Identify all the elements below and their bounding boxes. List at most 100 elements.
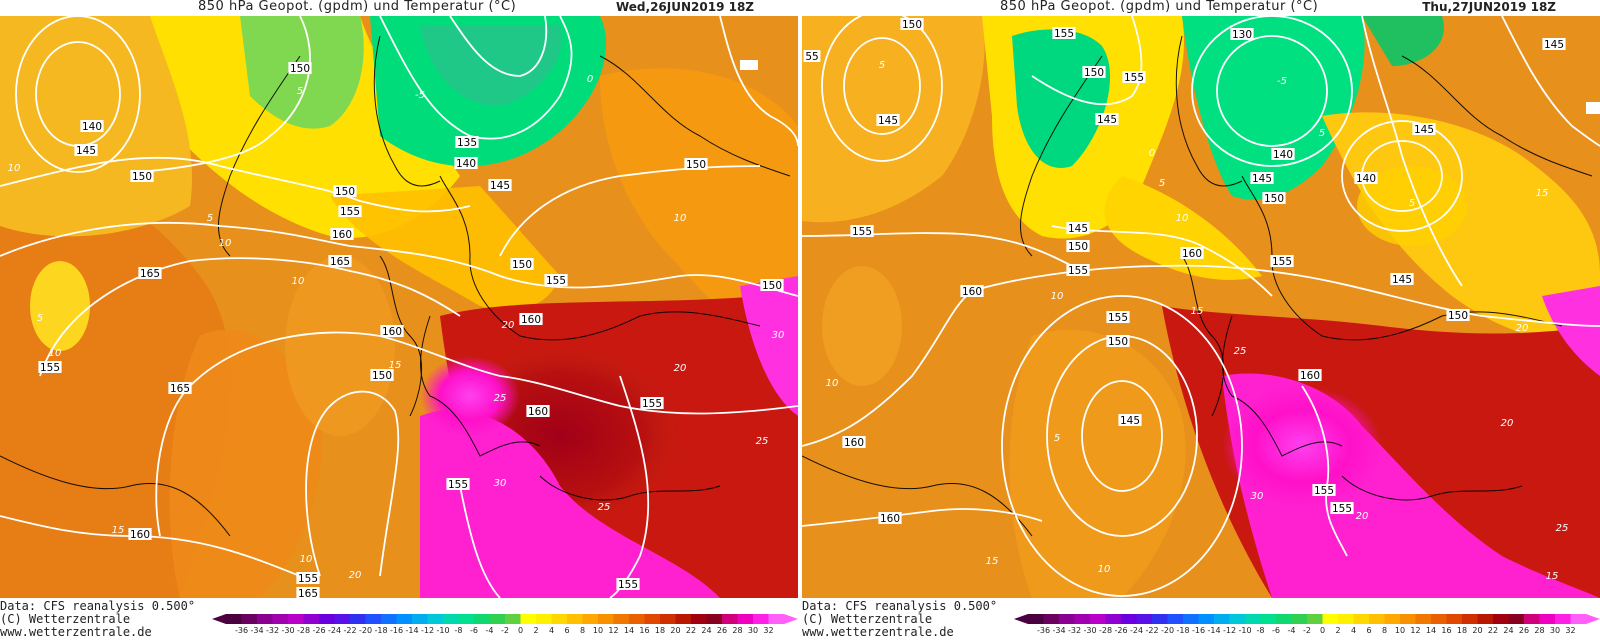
scale-tick-label: 6 bbox=[1366, 626, 1372, 635]
geopotential-label: 160 bbox=[1180, 247, 1204, 260]
scale-swatch bbox=[1384, 614, 1401, 624]
geopotential-label: 150 bbox=[1082, 66, 1106, 79]
scale-tick-label: -4 bbox=[1287, 626, 1296, 635]
temperature-color-scale: -36 -34 -32 -30 -28 -26 -24 -22 -20 -18 -16 -14 -12-… bbox=[212, 614, 798, 640]
temperature-label: 5 bbox=[1319, 128, 1325, 139]
scale-tick-label: 18 bbox=[1456, 626, 1468, 635]
temperature-label: 5 bbox=[297, 86, 303, 97]
credit-copyright: (C) Wetterzentrale bbox=[802, 612, 933, 626]
temperature-label: 0 bbox=[1149, 148, 1155, 159]
panel-title: 850 hPa Geopot. (gpdm) und Temperatur (°… bbox=[0, 0, 798, 16]
svg-text:160: 160 bbox=[1182, 248, 1202, 260]
temperature-label: 5 bbox=[1159, 178, 1165, 189]
temperature-label: 10 bbox=[674, 213, 687, 224]
geopotential-label: 150 bbox=[684, 158, 708, 171]
geopotential-label: 145 bbox=[1066, 222, 1090, 235]
scale-tick-label: -26 bbox=[1114, 626, 1128, 635]
scale-tick-label: -18 bbox=[374, 626, 388, 635]
scale-tick-label: -10 bbox=[436, 626, 450, 635]
svg-text:135: 135 bbox=[457, 137, 477, 149]
svg-text:155: 155 bbox=[1108, 312, 1128, 324]
svg-text:150: 150 bbox=[290, 63, 310, 75]
temperature-label: 15 bbox=[986, 556, 999, 567]
geopotential-label: 150 bbox=[1262, 192, 1286, 205]
scale-tick-label: 4 bbox=[1350, 626, 1357, 635]
svg-text:150: 150 bbox=[686, 159, 706, 171]
svg-text:145: 145 bbox=[1068, 223, 1088, 235]
scale-tick-label: 28 bbox=[732, 626, 743, 635]
scale-swatch bbox=[396, 614, 413, 624]
scale-swatch bbox=[644, 614, 661, 624]
scale-swatch bbox=[722, 614, 738, 624]
scale-tick-label: -14 bbox=[1207, 626, 1221, 635]
geopotential-label: 145 bbox=[1542, 38, 1566, 51]
scale-tick-label: 22 bbox=[685, 626, 697, 635]
scale-tick-label: 30 bbox=[747, 626, 759, 635]
temperature-label: 20 bbox=[1356, 511, 1369, 522]
geopotential-label: 155 bbox=[1270, 255, 1294, 268]
svg-text:160: 160 bbox=[880, 513, 900, 525]
scale-tick-label: -20 bbox=[1160, 626, 1175, 635]
temperature-label: 20 bbox=[1516, 323, 1529, 334]
credit-website: www.wetterzentrale.de bbox=[802, 625, 954, 639]
geopotential-label: 55 bbox=[803, 50, 821, 63]
scale-swatch bbox=[319, 614, 335, 624]
credit-copyright: (C) Wetterzentrale bbox=[0, 612, 131, 626]
scale-swatch bbox=[1369, 614, 1385, 624]
geopotential-label: 155 bbox=[446, 478, 470, 491]
temperature-label: 10 bbox=[1098, 564, 1111, 575]
scale-swatch bbox=[443, 614, 459, 624]
temperature-label: 5 bbox=[1054, 433, 1060, 444]
scale-swatch bbox=[737, 614, 754, 624]
color-scale-ticks: -36 -34 -32 -30 -28 -26 -24 -22 -20 -18 -16 -14 -12-… bbox=[1028, 626, 1586, 638]
scale-swatch bbox=[1198, 614, 1215, 624]
scale-tick-label: 4 bbox=[548, 626, 555, 635]
scale-swatch bbox=[1059, 614, 1075, 624]
svg-text:160: 160 bbox=[528, 406, 548, 418]
scale-tick-label: 8 bbox=[579, 626, 586, 635]
scale-tick-label: -2 bbox=[501, 626, 509, 635]
temperature-label: -5 bbox=[415, 90, 425, 101]
geopotential-label: 130 bbox=[1230, 28, 1254, 41]
temperature-label: 25 bbox=[494, 393, 507, 404]
scale-swatch bbox=[1152, 614, 1168, 624]
color-scale-ticks: -36 -34 -32 -30 -28 -26 -24 -22 -20 -18 -16 -14 -12-… bbox=[226, 626, 784, 638]
geopotential-label: 160 bbox=[842, 436, 866, 449]
scale-tick-label: 26 bbox=[1518, 626, 1530, 635]
scale-tick-label: 18 bbox=[654, 626, 666, 635]
panel-date: Thu,27JUN2019 18Z bbox=[1422, 0, 1556, 14]
scale-swatch bbox=[1446, 614, 1463, 624]
scale-tick-label: 24 bbox=[1503, 626, 1514, 635]
geopotential-label: 150 bbox=[1066, 240, 1090, 253]
svg-text:150: 150 bbox=[132, 171, 152, 183]
geopotential-label: 135 bbox=[455, 136, 479, 149]
temperature-label: 10 bbox=[8, 163, 21, 174]
temperature-label: 5 bbox=[879, 60, 885, 71]
svg-text:160: 160 bbox=[130, 529, 150, 541]
scale-swatch bbox=[257, 614, 273, 624]
temperature-label: 15 bbox=[389, 360, 402, 371]
scale-tick-label: 32 bbox=[1565, 626, 1576, 635]
svg-text:145: 145 bbox=[490, 180, 510, 192]
scale-arrow-left bbox=[212, 614, 226, 624]
scale-swatch bbox=[1043, 614, 1060, 624]
svg-text:145: 145 bbox=[1414, 124, 1434, 136]
geopotential-label: 160 bbox=[526, 405, 550, 418]
scale-tick-label: 14 bbox=[623, 626, 635, 635]
scale-swatch bbox=[474, 614, 490, 624]
temperature-label: 10 bbox=[1051, 291, 1064, 302]
scale-tick-label: -6 bbox=[1272, 626, 1280, 635]
geopotential-label: 145 bbox=[1250, 172, 1274, 185]
panel-title-text: 850 hPa Geopot. (gpdm) und Temperatur (°… bbox=[198, 0, 517, 14]
scale-tick-label: 2 bbox=[1335, 626, 1341, 635]
panel-title-text: 850 hPa Geopot. (gpdm) und Temperatur (°… bbox=[1000, 0, 1319, 14]
scale-tick-label: -16 bbox=[389, 626, 404, 635]
scale-swatch bbox=[691, 614, 707, 624]
temperature-label: 20 bbox=[502, 320, 515, 331]
scale-tick-label: 16 bbox=[639, 626, 650, 635]
scale-swatch bbox=[1214, 614, 1230, 624]
svg-text:165: 165 bbox=[170, 383, 190, 395]
svg-text:165: 165 bbox=[330, 256, 350, 268]
temperature-label: 20 bbox=[349, 570, 362, 581]
scale-swatch bbox=[1400, 614, 1416, 624]
